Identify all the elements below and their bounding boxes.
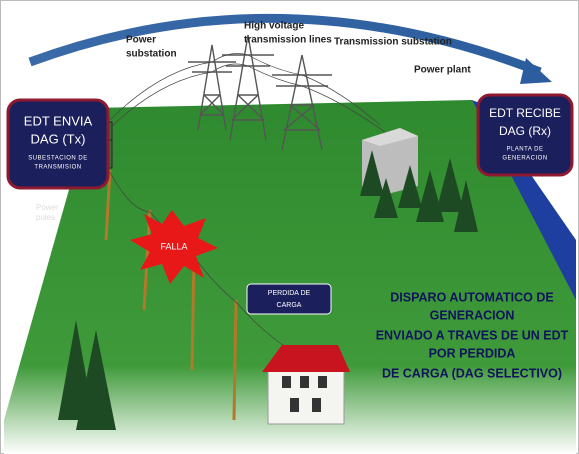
sender-subtitle: TRANSMISION <box>34 165 81 171</box>
receiver-title: DAG (Rx) <box>499 124 551 138</box>
load-loss-label: CARGA <box>277 302 302 309</box>
receiver-subtitle: GENERACION <box>502 156 547 162</box>
label: Transmission substation <box>334 37 452 48</box>
diagram: FALLA Power substation High voltage tran… <box>0 0 579 454</box>
sender-subtitle: SUBESTACION DE <box>28 156 88 162</box>
fault-label: FALLA <box>160 241 187 251</box>
receiver-subtitle: PLANTA DE <box>506 147 543 153</box>
house <box>262 345 350 424</box>
load-loss-label: PERDIDA DE <box>268 290 311 297</box>
sender-title: EDT ENVIA <box>24 113 93 128</box>
label: transmission lines <box>244 35 332 46</box>
label: High voltage <box>244 21 304 32</box>
label: Power plant <box>414 65 471 76</box>
message-line: GENERACION <box>430 308 515 322</box>
label: substation <box>126 49 177 60</box>
label: Power <box>36 203 59 212</box>
message-line: ENVIADO A TRAVES DE UN EDT <box>376 328 569 342</box>
sender-title: DAG (Tx) <box>31 131 86 146</box>
load-loss-box <box>247 284 331 314</box>
receiver-title: EDT RECIBE <box>489 106 561 120</box>
message-line: DE CARGA (DAG SELECTIVO) <box>382 366 562 380</box>
message-line: DISPARO AUTOMATICO DE <box>390 290 553 304</box>
message-line: POR PERDIDA <box>429 346 516 360</box>
label: Power <box>126 35 156 46</box>
label: poles <box>36 213 55 222</box>
